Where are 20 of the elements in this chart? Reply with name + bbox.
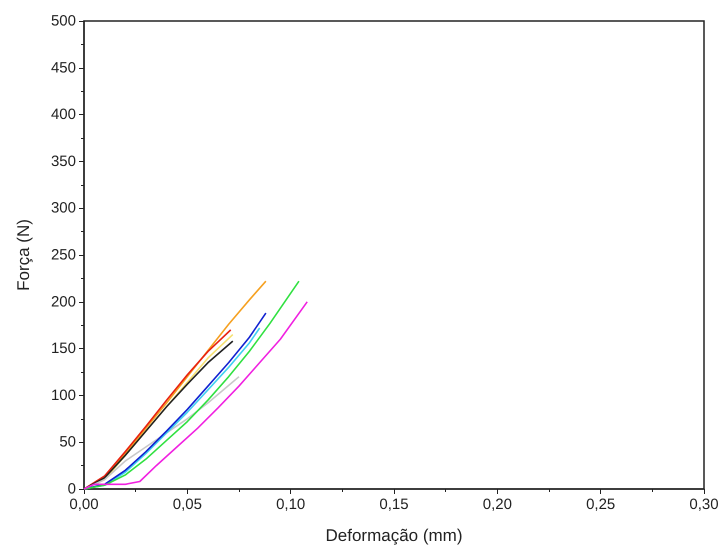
x-tick-label: 0,00 bbox=[69, 496, 99, 513]
y-tick-label: 200 bbox=[50, 293, 76, 310]
y-tick-label: 500 bbox=[50, 12, 76, 30]
y-axis-title: Força (N) bbox=[14, 219, 33, 291]
x-tick-label: 0,10 bbox=[276, 496, 306, 513]
y-tick-label: 300 bbox=[50, 200, 76, 217]
x-tick-label: 0,15 bbox=[379, 496, 409, 513]
x-tick-label: 0,20 bbox=[482, 496, 512, 513]
y-tick-label: 50 bbox=[59, 434, 76, 451]
x-tick-label: 0,25 bbox=[586, 496, 616, 513]
y-tick-label: 150 bbox=[50, 340, 76, 358]
y-tick-label: 0 bbox=[68, 480, 76, 498]
y-tick-label: 450 bbox=[50, 59, 76, 76]
x-tick-label: 0,05 bbox=[172, 496, 202, 513]
x-axis-title: Deformação (mm) bbox=[326, 526, 462, 545]
y-tick-label: 400 bbox=[50, 106, 76, 124]
y-tick-label: 100 bbox=[50, 386, 76, 404]
y-tick-label: 250 bbox=[50, 246, 76, 264]
y-tick-label: 350 bbox=[50, 152, 76, 170]
x-tick-label: 0,30 bbox=[689, 496, 719, 513]
